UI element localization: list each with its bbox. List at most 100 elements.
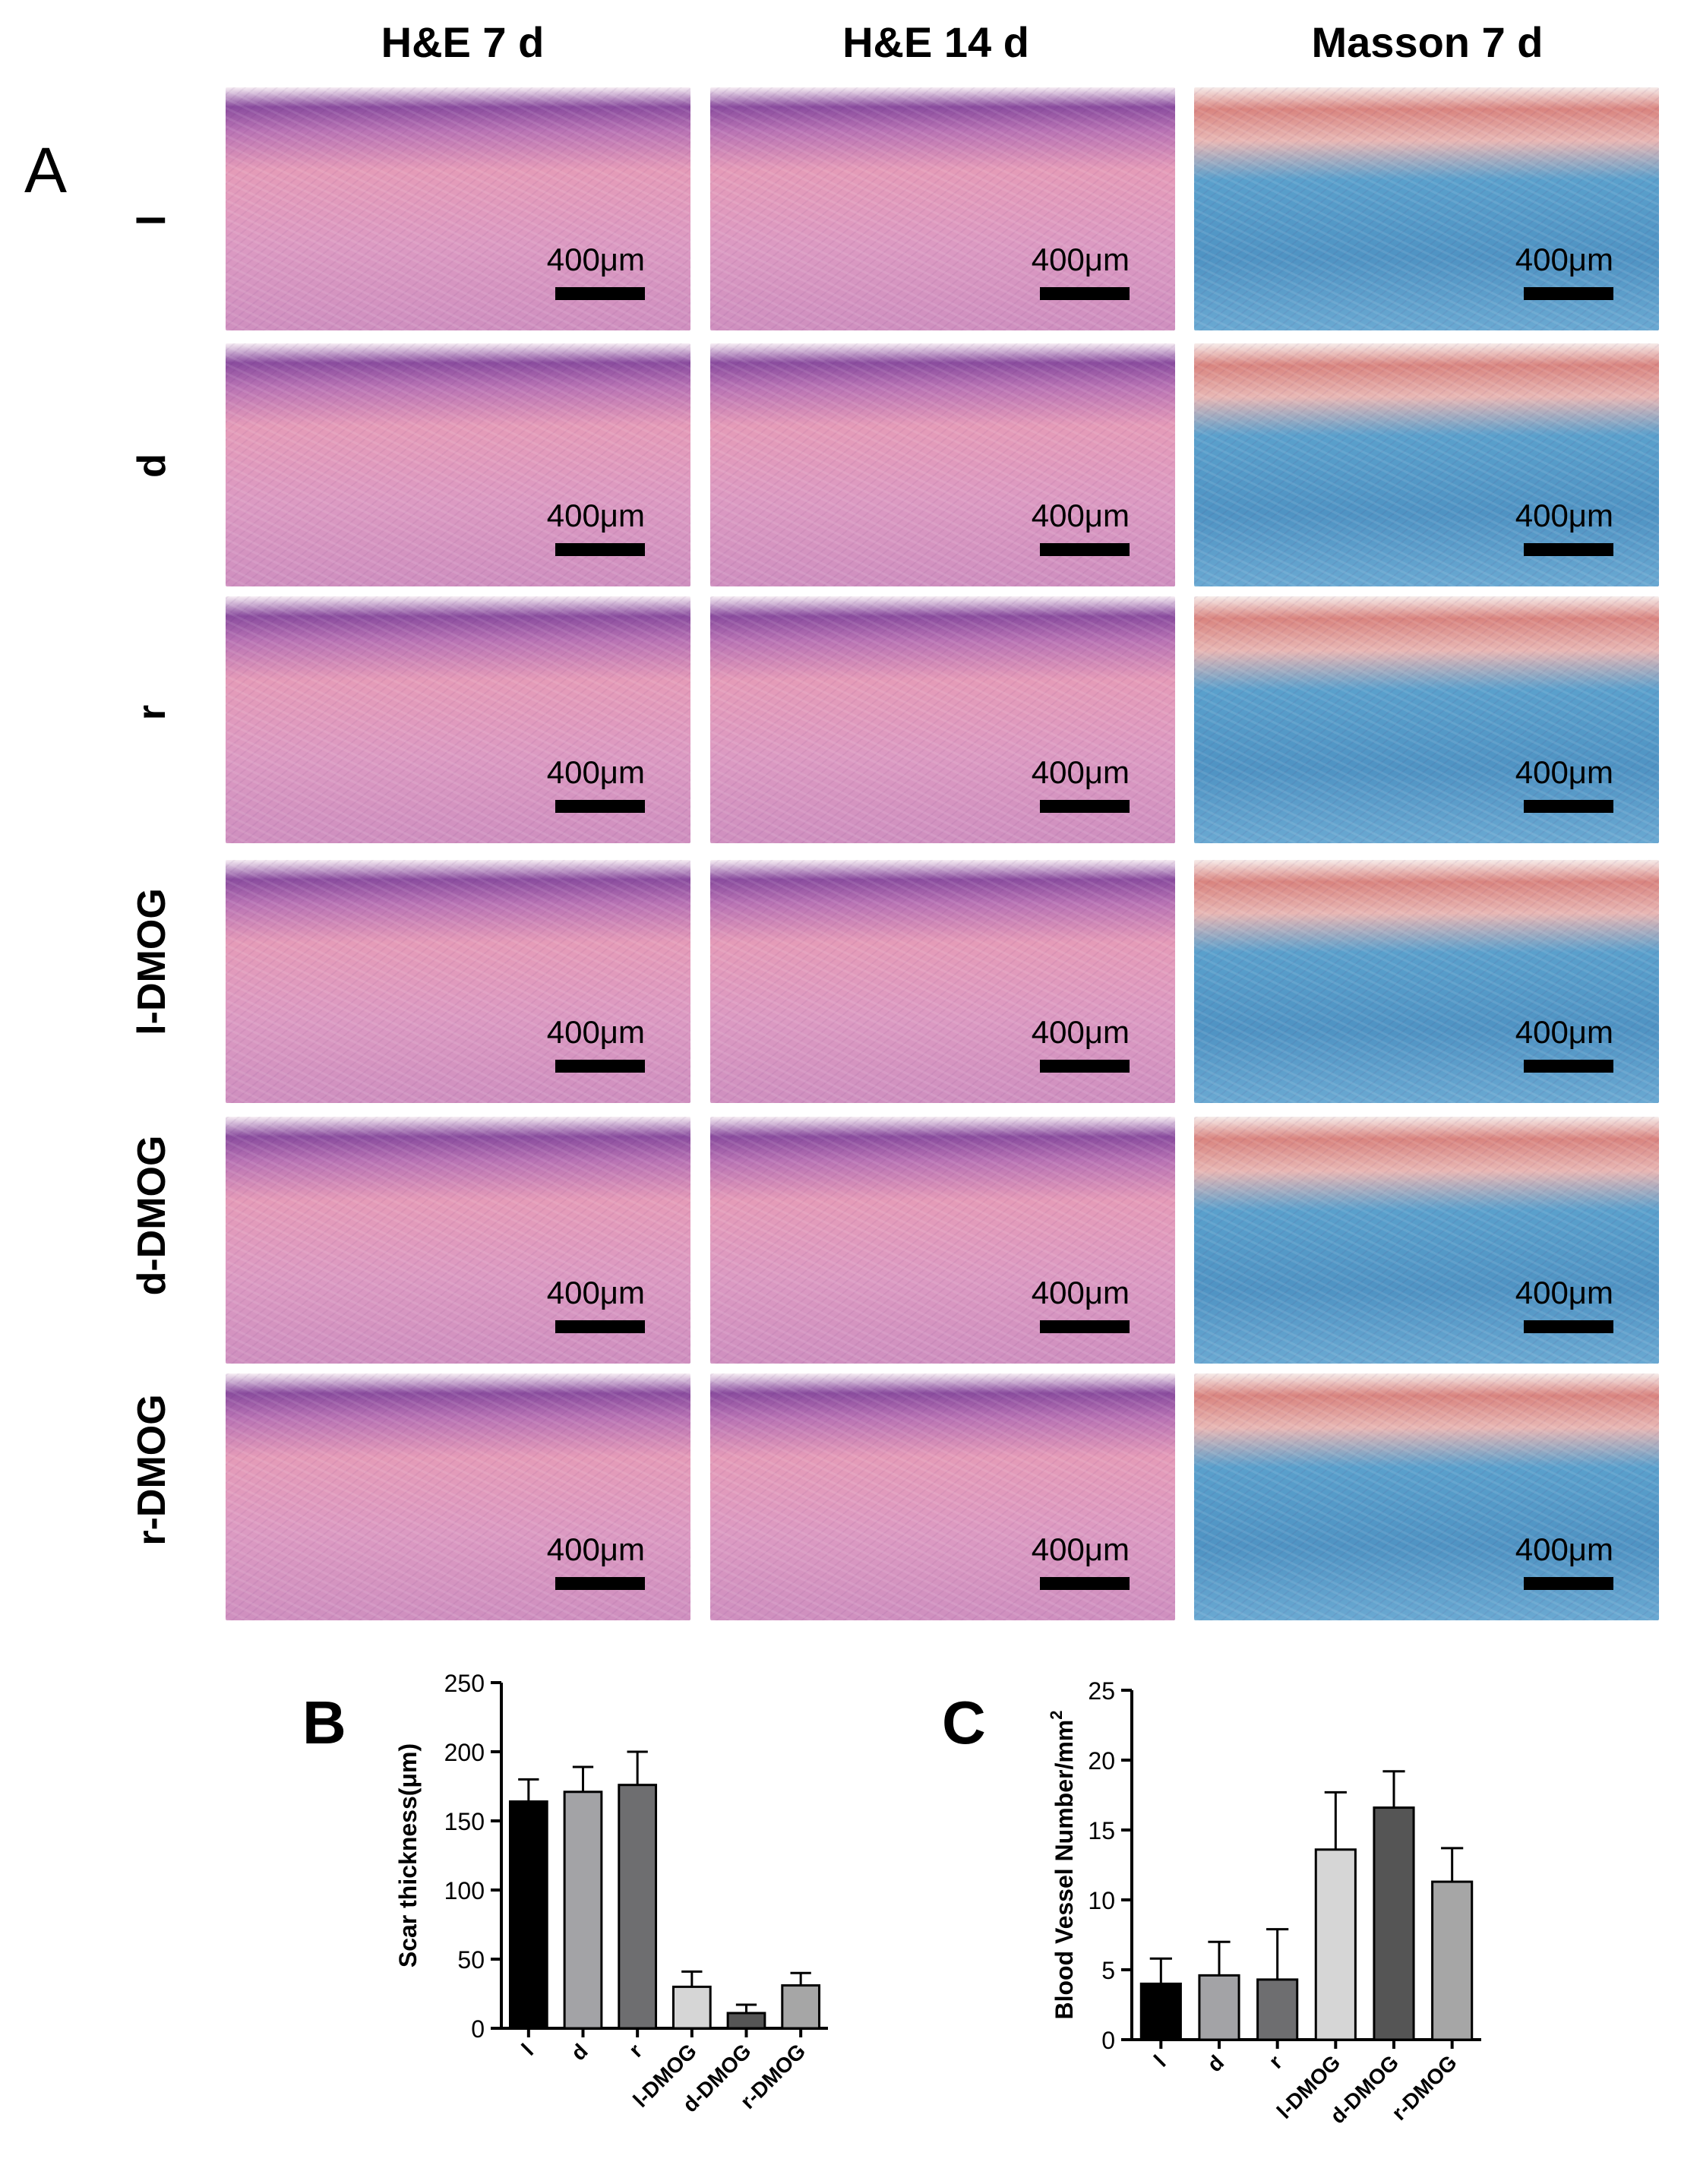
row-label-d-dmog: d-DMOG bbox=[130, 1135, 174, 1296]
y-tick-label: 100 bbox=[444, 1877, 485, 1904]
scale-bar-label: 400μm bbox=[1031, 242, 1130, 277]
panel-c-letter: C bbox=[942, 1689, 986, 1756]
tile-l-he-14d: 400μm bbox=[710, 87, 1175, 330]
tile-l-dmog-he-7d: 400μm bbox=[226, 860, 690, 1103]
scale-bar bbox=[1524, 800, 1613, 813]
y-tick-label: 20 bbox=[1088, 1747, 1115, 1775]
tile-d-dmog-he-14d: 400μm bbox=[710, 1117, 1175, 1364]
scale-bar bbox=[1524, 1577, 1613, 1590]
scale-bar-label: 400μm bbox=[546, 1531, 645, 1567]
scale-bar bbox=[1040, 1320, 1130, 1333]
x-tick-label: l bbox=[517, 2039, 538, 2059]
scale-bar bbox=[555, 543, 645, 556]
bar-d bbox=[1198, 1974, 1240, 2041]
scale-bar bbox=[1040, 800, 1130, 813]
bar-r-DMOG bbox=[781, 1984, 821, 2030]
row-label-l: l bbox=[130, 214, 174, 226]
tile-r-dmog-masson-7d: 400μm bbox=[1194, 1373, 1659, 1620]
scale-bar bbox=[555, 1577, 645, 1590]
row-label-r: r bbox=[130, 704, 174, 721]
scale-bar-label: 400μm bbox=[1515, 498, 1613, 533]
scale-bar-label: 400μm bbox=[1515, 242, 1613, 277]
tile-d-he-7d: 400μm bbox=[226, 343, 690, 586]
y-tick-label: 50 bbox=[457, 1946, 485, 1974]
scale-bar-label: 400μm bbox=[546, 754, 645, 790]
tile-d-dmog-masson-7d: 400μm bbox=[1194, 1117, 1659, 1364]
row-label-r-dmog: r-DMOG bbox=[130, 1394, 174, 1546]
tile-d-he-14d: 400μm bbox=[710, 343, 1175, 586]
tile-r-dmog-he-14d: 400μm bbox=[710, 1373, 1175, 1620]
bar-d-DMOG bbox=[1373, 1806, 1415, 2041]
y-tick-label: 0 bbox=[1101, 2027, 1115, 2054]
scale-bar-label: 400μm bbox=[1515, 1275, 1613, 1310]
y-tick-label: 15 bbox=[1088, 1817, 1115, 1844]
row-label-d: d bbox=[130, 454, 174, 478]
x-tick-label: d bbox=[1202, 2050, 1228, 2076]
scale-bar-label: 400μm bbox=[1031, 498, 1130, 533]
y-tick-label: 0 bbox=[471, 2015, 485, 2043]
panel-a-letter: A bbox=[24, 134, 68, 206]
scale-bar-label: 400μm bbox=[1031, 1014, 1130, 1050]
scale-bar bbox=[555, 1060, 645, 1073]
bar-r-DMOG bbox=[1431, 1880, 1474, 2041]
row-label-l-dmog: l-DMOG bbox=[130, 888, 174, 1035]
panel-b-letter: B bbox=[302, 1689, 346, 1756]
scale-bar-label: 400μm bbox=[546, 242, 645, 277]
scale-bar-label: 400μm bbox=[546, 1275, 645, 1310]
x-tick-label: r-DMOG bbox=[1387, 2050, 1461, 2125]
scale-bar bbox=[555, 287, 645, 300]
scale-bar bbox=[1040, 1577, 1130, 1590]
tile-r-he-14d: 400μm bbox=[710, 596, 1175, 843]
tile-r-masson-7d: 400μm bbox=[1194, 596, 1659, 843]
scale-bar-label: 400μm bbox=[546, 498, 645, 533]
x-tick-label: r bbox=[624, 2039, 647, 2062]
y-tick-label: 200 bbox=[444, 1739, 485, 1766]
scale-bar-label: 400μm bbox=[1031, 754, 1130, 790]
tile-l-he-7d: 400μm bbox=[226, 87, 690, 330]
scale-bar bbox=[1040, 543, 1130, 556]
column-title-he-14d: H&E 14 d bbox=[842, 18, 1029, 66]
scale-bar bbox=[555, 1320, 645, 1333]
tile-l-masson-7d: 400μm bbox=[1194, 87, 1659, 330]
column-title-masson-7d: Masson 7 d bbox=[1311, 18, 1544, 66]
tile-d-masson-7d: 400μm bbox=[1194, 343, 1659, 586]
scale-bar-label: 400μm bbox=[1515, 1531, 1613, 1567]
x-tick-label: r bbox=[1264, 2050, 1287, 2073]
scale-bar bbox=[1524, 543, 1613, 556]
scale-bar-label: 400μm bbox=[1031, 1275, 1130, 1310]
scale-bar bbox=[1524, 287, 1613, 300]
x-tick-label: l bbox=[1149, 2050, 1170, 2071]
scale-bar bbox=[1524, 1320, 1613, 1333]
scale-bar-label: 400μm bbox=[1515, 1014, 1613, 1050]
scale-bar bbox=[1040, 1060, 1130, 1073]
scale-bar bbox=[1040, 287, 1130, 300]
scale-bar-label: 400μm bbox=[1031, 1531, 1130, 1567]
bar-l bbox=[508, 1800, 548, 2030]
y-axis-label-superscript: 2 bbox=[1047, 1710, 1066, 1719]
bar-r bbox=[1256, 1978, 1299, 2041]
bar-r bbox=[618, 1784, 658, 2030]
bar-d bbox=[563, 1791, 603, 2030]
scale-bar bbox=[1524, 1060, 1613, 1073]
y-axis-label: Scar thickness(μm) bbox=[394, 1743, 422, 1967]
column-title-he-7d: H&E 7 d bbox=[381, 18, 545, 66]
y-tick-label: 150 bbox=[444, 1808, 485, 1835]
y-tick-label: 10 bbox=[1088, 1887, 1115, 1914]
bar-l bbox=[1139, 1982, 1182, 2041]
bar-d-DMOG bbox=[726, 2012, 766, 2030]
tile-d-dmog-he-7d: 400μm bbox=[226, 1117, 690, 1364]
x-tick-label: d bbox=[567, 2039, 592, 2065]
y-tick-label: 5 bbox=[1101, 1957, 1115, 1984]
y-tick-label: 250 bbox=[444, 1670, 485, 1697]
tile-l-dmog-masson-7d: 400μm bbox=[1194, 860, 1659, 1103]
scale-bar-label: 400μm bbox=[1515, 754, 1613, 790]
tile-r-he-7d: 400μm bbox=[226, 596, 690, 843]
y-tick-label: 25 bbox=[1088, 1677, 1115, 1705]
tile-l-dmog-he-14d: 400μm bbox=[710, 860, 1175, 1103]
y-axis-label: Blood Vessel Number/mm2 bbox=[1047, 1710, 1078, 2019]
tile-r-dmog-he-7d: 400μm bbox=[226, 1373, 690, 1620]
scale-bar bbox=[555, 800, 645, 813]
bar-l-DMOG bbox=[671, 1985, 712, 2030]
